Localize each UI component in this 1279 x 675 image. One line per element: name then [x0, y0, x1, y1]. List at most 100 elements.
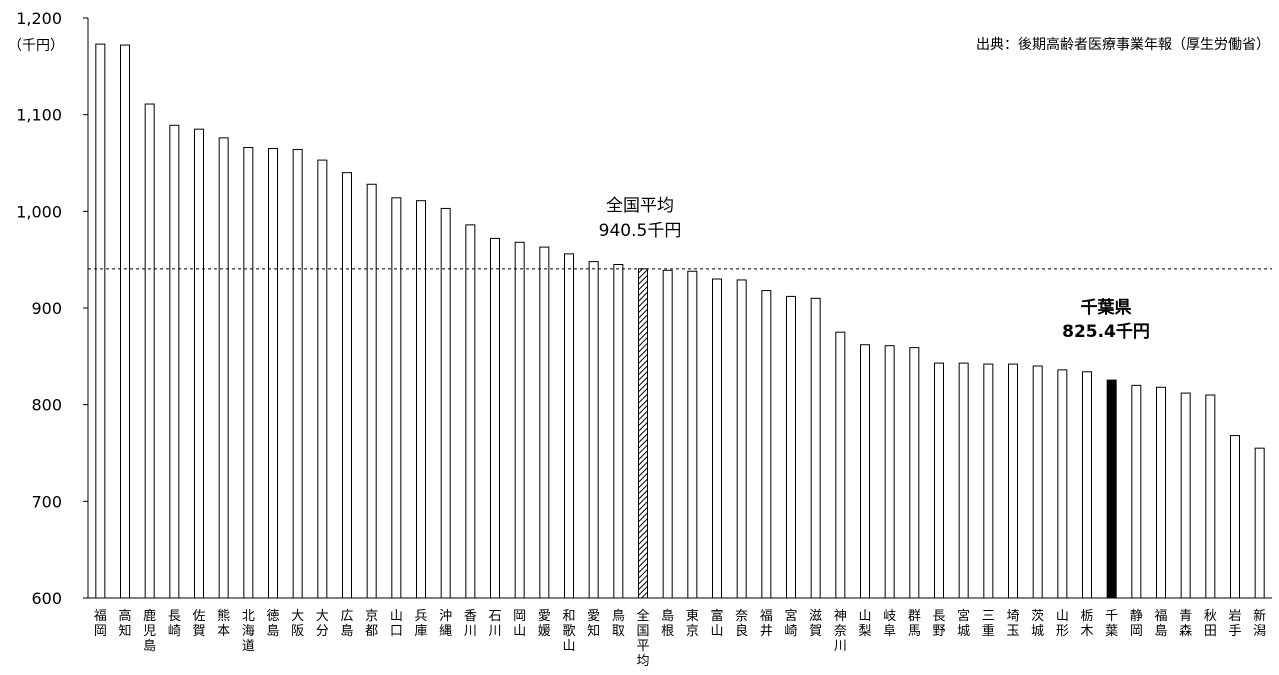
category-label: 鹿児島	[143, 608, 156, 654]
bar-静岡	[1131, 384, 1142, 599]
bar-大阪	[292, 148, 303, 599]
category-label: 群馬	[908, 609, 921, 639]
bar-三重	[983, 363, 994, 599]
bar-山形	[1057, 369, 1068, 599]
bar-福島	[1156, 386, 1166, 599]
bar-岐阜	[884, 345, 895, 599]
bar-富山	[712, 278, 722, 599]
bar-鹿児島	[144, 103, 155, 599]
category-label: 高知	[118, 608, 131, 639]
bar-新潟	[1254, 447, 1265, 599]
bar-熊本	[218, 137, 229, 599]
category-label: 北海道	[242, 609, 255, 654]
y-tick-label: 1,200	[16, 9, 62, 28]
y-tick-label: 600	[31, 589, 62, 608]
category-label: 埼玉	[1006, 609, 1019, 639]
bar-和歌山	[564, 253, 574, 599]
bar-香川	[465, 224, 476, 599]
y-tick-label: 900	[31, 299, 62, 318]
category-label: 宮崎	[784, 608, 797, 639]
bar-長崎	[169, 124, 180, 599]
y-tick-label: 700	[31, 492, 62, 511]
category-label: 富山	[710, 608, 723, 639]
bar-京都	[366, 183, 377, 599]
category-label: 石川	[488, 609, 501, 639]
bar-埼玉	[1008, 363, 1018, 599]
category-label: 大阪	[291, 609, 304, 639]
category-label: 香川	[464, 609, 477, 639]
category-label: 島根	[661, 609, 674, 639]
category-label: 愛知	[587, 609, 600, 639]
category-label: 岡山	[513, 609, 526, 639]
y-axis: 600 700 800 900 1,000 1,100 1,200	[16, 9, 1272, 608]
bar-沖縄	[440, 207, 451, 599]
category-label: 三重	[982, 609, 995, 639]
bar-宮城	[958, 362, 969, 599]
category-label: 大分	[316, 609, 329, 639]
category-label: 栃木	[1080, 609, 1093, 639]
category-label: 神奈川	[834, 609, 847, 654]
category-label: 全国平均	[636, 608, 649, 669]
category-label: 佐賀	[192, 609, 205, 639]
y-tick-label: 1,100	[16, 106, 62, 125]
category-label: 徳島	[266, 609, 279, 639]
bar-宮崎	[786, 295, 796, 599]
bar-高知	[120, 44, 130, 599]
national-average-value: 940.5千円	[599, 221, 682, 241]
chiba-value: 825.4千円	[1062, 322, 1150, 342]
bar-石川	[490, 237, 500, 599]
category-label: 東京	[686, 608, 699, 639]
bar-群馬	[909, 347, 920, 599]
category-label: 兵庫	[414, 609, 427, 639]
bar-秋田	[1205, 394, 1216, 599]
category-label: 秋田	[1204, 609, 1217, 639]
category-label: 青森	[1179, 609, 1192, 639]
category-label: 岩手	[1228, 609, 1241, 639]
category-label: 広島	[340, 609, 353, 639]
bar-山口	[391, 197, 402, 599]
bar-滋賀	[810, 297, 821, 599]
category-label: 愛媛	[538, 609, 551, 639]
category-label: 山形	[1056, 609, 1069, 639]
bar-長野	[934, 362, 944, 599]
category-labels: 福岡高知鹿児島長崎佐賀熊本北海道徳島大阪大分広島京都山口兵庫沖縄香川石川岡山愛媛…	[94, 608, 1266, 669]
national-average-title: 全国平均	[606, 196, 674, 216]
bar-鳥取	[613, 264, 624, 599]
bar-大分	[317, 159, 328, 599]
bars	[95, 43, 1265, 599]
bar-神奈川	[835, 331, 846, 599]
y-tick-label: 800	[31, 396, 62, 415]
bar-青森	[1180, 392, 1191, 599]
bar-愛知	[588, 261, 599, 599]
bar-愛媛	[539, 246, 550, 599]
category-label: 山梨	[858, 609, 871, 639]
category-label: 福岡	[94, 609, 107, 639]
category-label: 千葉	[1105, 609, 1118, 639]
bar-兵庫	[416, 200, 426, 599]
category-label: 静岡	[1130, 609, 1143, 639]
category-label: 新潟	[1253, 608, 1266, 639]
y-unit-label: （千円）	[8, 38, 64, 54]
bar-千葉	[1106, 379, 1117, 599]
bar-福井	[761, 290, 772, 599]
bar-佐賀	[194, 128, 204, 599]
category-label: 長崎	[168, 609, 181, 639]
category-label: 京都	[365, 609, 378, 639]
category-label: 福島	[1154, 609, 1167, 639]
category-label: 長野	[932, 609, 945, 639]
bar-徳島	[268, 148, 278, 599]
bar-山梨	[860, 344, 870, 599]
bar-岩手	[1230, 435, 1240, 599]
category-label: 鳥取	[612, 609, 625, 639]
chiba-title: 千葉県	[1081, 297, 1132, 318]
bar-全国平均	[638, 268, 648, 599]
category-label: 茨城	[1031, 609, 1044, 639]
bar-北海道	[243, 147, 254, 599]
bar-栃木	[1082, 371, 1092, 599]
bar-奈良	[736, 279, 747, 599]
category-label: 滋賀	[809, 609, 822, 639]
category-label: 熊本	[217, 608, 230, 639]
category-label: 宮城	[957, 608, 970, 639]
category-label: 沖縄	[439, 609, 452, 639]
bar-広島	[342, 172, 352, 599]
